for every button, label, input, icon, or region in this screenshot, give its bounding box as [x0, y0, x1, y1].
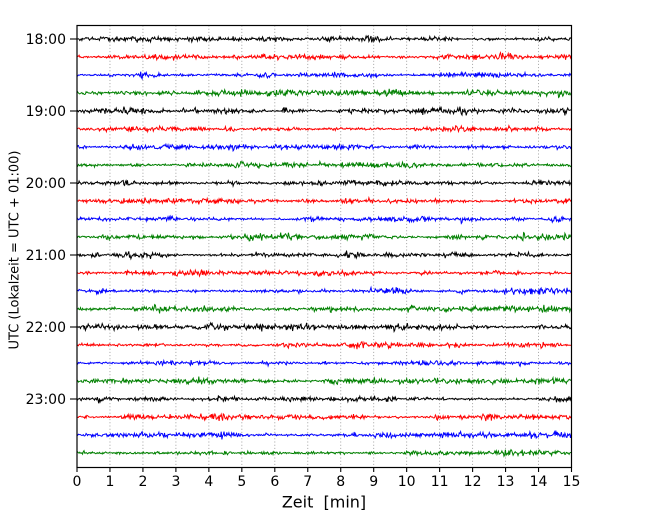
x-tick-label-7: 7 — [303, 474, 312, 490]
y-tick-label-2000: 20:00 — [26, 176, 66, 192]
trace-1845 — [77, 87, 572, 99]
x-tick-label-6: 6 — [270, 474, 279, 490]
trace-2045 — [77, 231, 572, 242]
trace-1915 — [77, 124, 572, 134]
trace-2330 — [77, 429, 572, 440]
x-tick-label-9: 9 — [369, 474, 378, 490]
x-tick-label-8: 8 — [336, 474, 345, 490]
y-tick-label-1900: 19:00 — [26, 104, 66, 120]
trace-2015 — [77, 195, 572, 205]
y-tick-label-1800: 18:00 — [26, 32, 66, 48]
x-tick-label-3: 3 — [171, 474, 180, 490]
trace-1900 — [77, 106, 572, 117]
y-axis-title: UTC (Lokalzeit = UTC + 01:00) — [7, 150, 23, 350]
x-tick-label-12: 12 — [464, 474, 482, 490]
trace-2115 — [77, 268, 572, 278]
y-tick-label-2300: 23:00 — [26, 392, 66, 408]
x-tick-label-1: 1 — [106, 474, 115, 490]
trace-1945 — [77, 159, 572, 170]
trace-2245 — [77, 375, 572, 386]
trace-1815 — [77, 50, 572, 62]
x-tick-label-14: 14 — [530, 474, 548, 490]
x-tick-label-11: 11 — [431, 474, 449, 490]
y-tick-label-2100: 21:00 — [26, 248, 66, 264]
trace-2345 — [77, 448, 572, 458]
trace-2000 — [77, 178, 572, 189]
trace-2215 — [77, 340, 572, 350]
x-tick-label-0: 0 — [73, 474, 82, 490]
x-tick-label-15: 15 — [563, 474, 581, 490]
plot-border — [76, 24, 573, 469]
trace-2300 — [77, 394, 572, 404]
x-tick-label-13: 13 — [497, 474, 515, 490]
trace-1830 — [77, 70, 572, 81]
x-tick-label-4: 4 — [204, 474, 213, 490]
trace-1800 — [77, 34, 572, 44]
trace-2145 — [77, 303, 572, 314]
trace-2100 — [77, 250, 572, 261]
trace-1930 — [77, 142, 572, 153]
traces-group — [77, 34, 572, 458]
y-tick-label-2200: 22:00 — [26, 320, 66, 336]
x-tick-label-2: 2 — [138, 474, 147, 490]
x-tick-label-5: 5 — [237, 474, 246, 490]
x-tick-label-10: 10 — [398, 474, 416, 490]
trace-2130 — [77, 285, 572, 297]
trace-2030 — [77, 214, 572, 225]
trace-2200 — [77, 321, 572, 333]
trace-2315 — [77, 412, 572, 422]
x-axis-title: Zeit [min] — [281, 492, 367, 512]
trace-2230 — [77, 358, 572, 368]
